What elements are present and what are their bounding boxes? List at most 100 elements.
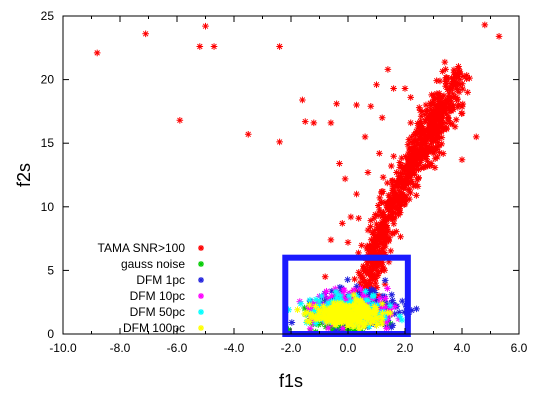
tama-point [454, 95, 462, 103]
dfm-point [328, 292, 335, 300]
dfm-point [344, 276, 351, 283]
dfm-point [364, 297, 372, 304]
tama-point [408, 152, 415, 160]
tama-point [407, 119, 415, 127]
dfm-point [378, 320, 386, 328]
tama-point [447, 80, 455, 88]
tama-point [392, 188, 399, 196]
dfm-point [320, 310, 328, 317]
tama-point [401, 194, 409, 202]
tama-point [370, 214, 378, 222]
y-tick-label: 10 [41, 200, 55, 214]
tama-point [495, 33, 503, 40]
tama-point [404, 141, 412, 148]
tama-point [434, 139, 442, 146]
tama-point [458, 103, 466, 111]
tama-point [405, 180, 412, 188]
x-tick-label: 0.0 [340, 341, 357, 355]
tama-point [372, 247, 379, 254]
dfm-point [339, 325, 347, 332]
tama-point [421, 163, 429, 170]
tama-point [466, 74, 473, 82]
data-points [93, 21, 503, 337]
dfm-point [312, 320, 320, 327]
dfm-point [338, 298, 346, 305]
dfm-point [313, 315, 321, 323]
tama-point [408, 133, 415, 141]
tama-point [427, 102, 435, 109]
tama-point [390, 152, 397, 160]
dfm-point [324, 299, 332, 307]
dfm-point [343, 302, 350, 309]
dfm-point [337, 299, 345, 307]
tama-point [448, 74, 455, 82]
tama-point [393, 169, 400, 176]
tama-point [427, 105, 435, 113]
tama-point [400, 185, 407, 192]
tama-point [437, 101, 445, 108]
tama-point [336, 160, 343, 167]
tama-point [404, 165, 412, 173]
tama-point [373, 284, 381, 291]
dfm-point [378, 317, 385, 325]
tama-point [444, 114, 452, 121]
tama-point [436, 149, 443, 156]
tama-point [422, 101, 430, 109]
tama-point [392, 210, 399, 217]
dfm-point [334, 291, 342, 298]
tama-point [379, 258, 386, 266]
tama-point [407, 163, 414, 171]
tama-point [410, 146, 417, 154]
tama-point [384, 228, 392, 235]
x-tick-label: -4.0 [224, 341, 245, 355]
dfm-point [364, 310, 371, 317]
y-tick-label: 5 [47, 263, 54, 277]
tama-point [411, 165, 418, 173]
tama-point [424, 107, 431, 114]
dfm-point [311, 316, 319, 323]
tama-point [365, 257, 372, 265]
tama-point [407, 138, 415, 146]
tama-point [396, 164, 404, 171]
dfm-point [370, 286, 377, 294]
tama-point [397, 200, 405, 208]
tama-point [374, 243, 382, 250]
tama-point [404, 156, 412, 163]
tama-point [449, 79, 456, 87]
tama-point [374, 212, 382, 219]
tama-point [299, 96, 306, 104]
tama-point [417, 147, 425, 155]
tama-point [400, 166, 408, 173]
dfm-point [383, 318, 390, 326]
tama-point [372, 274, 380, 282]
tama-point [424, 133, 432, 140]
tama-point [363, 282, 370, 290]
tama-point [344, 239, 352, 246]
tama-point [347, 213, 355, 221]
tama-point [359, 274, 367, 281]
dfm-point [360, 322, 367, 330]
tama-point [450, 92, 458, 100]
tama-point [369, 271, 376, 278]
tama-point [397, 174, 405, 182]
tama-point [439, 68, 446, 75]
tama-point [382, 233, 389, 241]
tama-point [417, 120, 425, 127]
dfm-point [312, 303, 319, 310]
tama-point [454, 70, 461, 77]
legend-marker [198, 245, 204, 251]
tama-point [388, 181, 396, 188]
tama-point [434, 113, 442, 120]
dfm-point [386, 302, 394, 309]
tama-point [427, 160, 435, 167]
tama-point [389, 229, 397, 237]
legend-label: DFM 10pc [130, 289, 185, 303]
gauss-noise-point [329, 324, 336, 332]
tama-point [423, 137, 430, 144]
dfm-point [365, 323, 373, 330]
dfm-point [332, 308, 339, 316]
tama-point [351, 275, 358, 283]
dfm-point [367, 314, 375, 321]
tama-point [456, 76, 464, 83]
tama-point [376, 208, 384, 216]
